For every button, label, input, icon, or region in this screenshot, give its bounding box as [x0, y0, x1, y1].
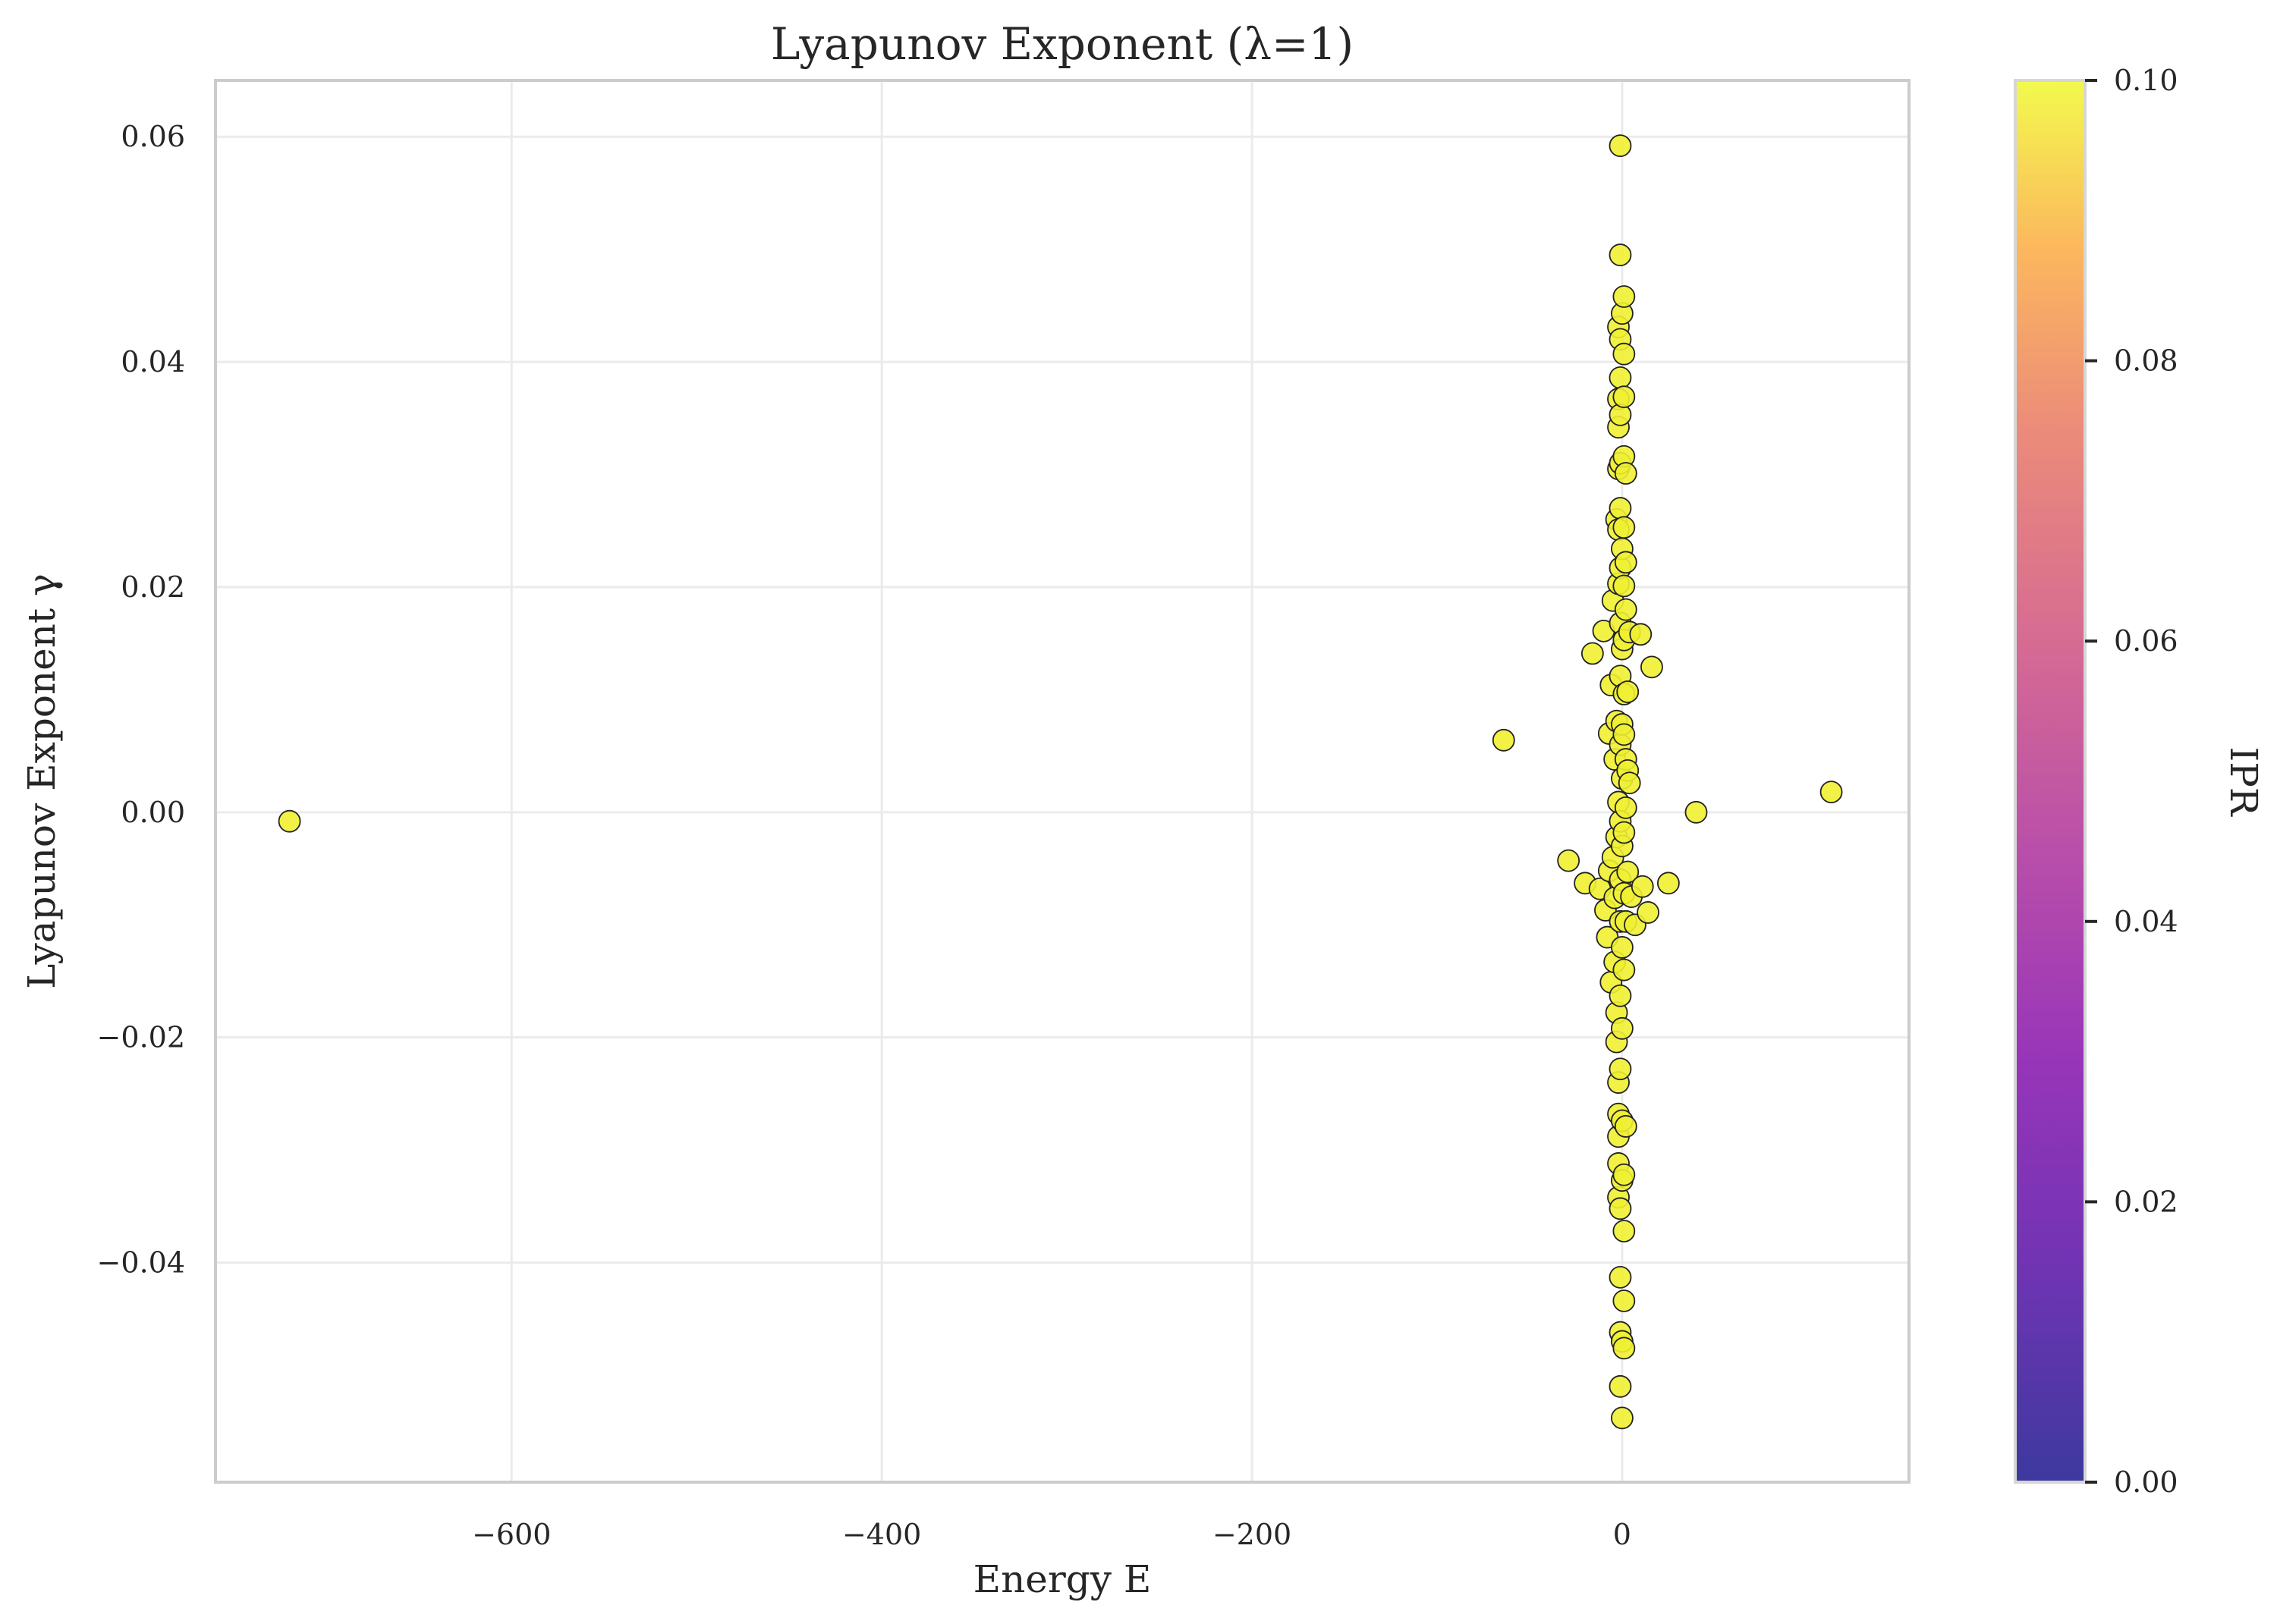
data-point — [1618, 771, 1641, 795]
x-tick-label: −600 — [472, 1518, 551, 1551]
data-point — [1614, 462, 1637, 485]
y-tick-label: −0.02 — [97, 1021, 185, 1054]
colorbar-gradient — [2014, 79, 2087, 1484]
data-point — [1629, 623, 1653, 646]
x-tick-label: 0 — [1613, 1518, 1631, 1551]
data-point — [1609, 134, 1632, 157]
data-point — [1611, 936, 1634, 959]
y-axis-ticks: −0.04 −0.02 0.00 0.02 0.04 0.06 — [97, 120, 185, 1279]
data-point — [1612, 1220, 1636, 1242]
plot-area-frame — [214, 79, 1911, 1484]
data-point — [1492, 728, 1515, 752]
colorbar-label: IPR — [2222, 746, 2266, 816]
data-point — [1612, 342, 1636, 366]
data-point — [1612, 574, 1636, 598]
data-point — [1612, 958, 1636, 982]
data-point — [1612, 385, 1636, 408]
x-tick-label: −400 — [842, 1518, 921, 1551]
data-point — [1616, 680, 1640, 703]
data-point — [1580, 642, 1604, 665]
data-point — [1637, 901, 1659, 924]
x-axis-ticks: −600 −400 −200 0 — [472, 1518, 1631, 1551]
colorbar-ticks: 0.00 0.02 0.04 0.06 0.08 0.10 — [2085, 64, 2178, 1499]
data-point — [1609, 1374, 1632, 1398]
data-point — [1609, 366, 1632, 389]
data-point — [1611, 1016, 1634, 1040]
y-tick-label: 0.02 — [121, 570, 185, 604]
data-point — [1612, 285, 1636, 308]
data-points — [278, 134, 1843, 1430]
data-point — [1557, 849, 1580, 872]
data-point — [1656, 872, 1680, 895]
data-point — [1612, 821, 1636, 844]
colorbar-tick-label: 0.00 — [2114, 1465, 2178, 1499]
chart-title: Lyapunov Exponent (λ=1) — [771, 18, 1354, 70]
data-point — [1609, 1265, 1632, 1289]
data-point — [278, 809, 301, 833]
data-point — [1614, 1115, 1637, 1138]
y-tick-label: −0.04 — [97, 1246, 185, 1280]
colorbar-tick-label: 0.04 — [2114, 905, 2178, 938]
colorbar-tick-label: 0.02 — [2114, 1185, 2178, 1218]
data-point — [1640, 655, 1663, 679]
data-point — [1612, 723, 1636, 746]
data-point — [1614, 551, 1637, 574]
data-point — [1609, 243, 1632, 266]
y-axis-title: Lyapunov Exponent γ — [20, 573, 64, 989]
data-point — [1609, 984, 1632, 1007]
data-point — [1614, 796, 1637, 819]
x-tick-label: −200 — [1212, 1518, 1291, 1551]
data-point — [1609, 497, 1632, 520]
data-point — [1819, 781, 1843, 804]
data-point — [1609, 1057, 1632, 1081]
y-tick-label: 0.00 — [121, 796, 185, 829]
data-point — [1684, 800, 1708, 824]
data-point — [1609, 1197, 1632, 1220]
colorbar-tick-label: 0.06 — [2114, 624, 2178, 658]
data-point — [1616, 860, 1640, 884]
data-point — [1612, 1289, 1636, 1312]
colorbar-tick-label: 0.08 — [2114, 344, 2178, 378]
x-axis-title: Energy E — [973, 1557, 1152, 1601]
data-point — [1612, 1337, 1636, 1360]
data-point — [1631, 875, 1654, 898]
data-point — [1612, 516, 1636, 539]
colorbar: 0.00 0.02 0.04 0.06 0.08 0.10 IPR — [2014, 64, 2266, 1499]
y-tick-label: 0.04 — [121, 345, 185, 379]
data-point — [1614, 598, 1637, 621]
y-tick-label: 0.06 — [121, 120, 185, 153]
data-point — [1611, 1406, 1634, 1430]
data-point — [1612, 1163, 1636, 1186]
colorbar-tick-label: 0.10 — [2114, 64, 2178, 97]
